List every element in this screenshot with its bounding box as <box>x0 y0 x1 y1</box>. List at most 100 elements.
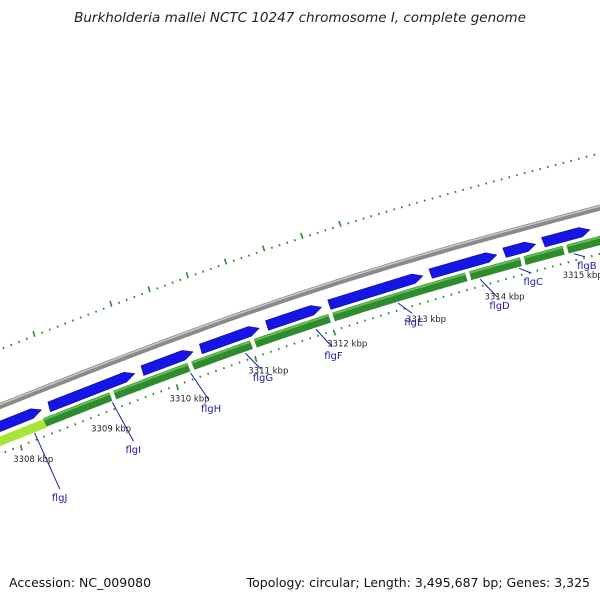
inner-tick <box>458 291 461 294</box>
reverse-gene-block <box>191 340 254 370</box>
forward-strand-track <box>0 227 591 432</box>
inner-tick <box>590 254 593 258</box>
inner-tick <box>27 441 30 444</box>
outer-tick <box>185 272 189 279</box>
outer-tick <box>10 343 13 347</box>
outer-tick <box>492 180 495 183</box>
outer-tick <box>286 241 289 244</box>
outer-tick <box>316 231 319 235</box>
forward-gene-arrow <box>199 326 260 355</box>
gene-leader-line <box>397 302 413 314</box>
outer-tick <box>261 245 266 252</box>
outer-tick <box>209 267 212 271</box>
outer-tick <box>141 292 144 296</box>
forward-gene-arrow <box>0 408 43 432</box>
outer-tick <box>147 286 151 293</box>
inner-tick <box>175 384 179 391</box>
gene-label-flgD: flgD <box>489 301 510 312</box>
outer-tick <box>309 234 312 237</box>
outer-tick <box>469 186 472 189</box>
gene-label-flgJ: flgJ <box>52 493 68 504</box>
outer-tick <box>354 219 357 223</box>
scale-tick-label: 3310 kbp <box>170 395 210 405</box>
outer-tick <box>577 157 580 161</box>
inner-tick <box>582 256 586 260</box>
inner-tick <box>58 429 61 432</box>
forward-gene-arrow <box>428 252 498 279</box>
inner-tick <box>575 258 578 262</box>
outer-tick <box>477 184 480 187</box>
inner-tick <box>504 277 508 281</box>
outer-tick <box>370 215 373 218</box>
inner-tick <box>567 260 570 264</box>
scale-labels: 3308 kbp 3309 kbp 3310 kbp 3311 kbp 3312 kbp… <box>13 271 600 465</box>
outer-tick <box>179 278 182 282</box>
outer-tick <box>163 284 167 287</box>
inner-tick <box>50 432 53 435</box>
outer-tick <box>247 254 251 257</box>
inner-tick <box>497 280 500 283</box>
gene-labels: flgJ flgI flgH flgG flgF flgE flgD flgC flgB <box>34 253 597 504</box>
inner-tick <box>82 420 85 423</box>
outer-tick <box>408 203 411 207</box>
outer-tick <box>278 244 281 247</box>
reverse-gene-block <box>113 362 191 400</box>
outer-tick <box>338 220 342 227</box>
outer-tick <box>454 190 457 194</box>
outer-tick <box>202 270 205 273</box>
outer-tick <box>393 208 396 211</box>
outer-tick <box>18 340 21 344</box>
inner-tick <box>371 316 375 320</box>
outer-tick <box>118 301 121 304</box>
outer-tick <box>95 310 98 313</box>
outer-tick <box>125 298 128 302</box>
inner-tick <box>152 393 155 396</box>
inner-tick <box>481 284 484 287</box>
inner-tick <box>74 423 77 426</box>
map-title: Burkholderia mallei NCTC 10247 chromosom… <box>74 10 526 26</box>
inner-tick <box>222 366 225 370</box>
gene-leader-line <box>111 402 134 442</box>
inner-tick <box>395 309 398 313</box>
forward-gene-arrow <box>47 371 136 413</box>
inner-tick <box>254 355 258 363</box>
outer-tick <box>56 325 59 328</box>
inner-tick <box>473 286 476 290</box>
gene-label-flgC: flgC <box>523 277 543 288</box>
inner-tick <box>160 390 163 393</box>
gene-leader-line <box>244 352 262 370</box>
reverse-gene-block <box>253 314 331 348</box>
reverse-gene-block <box>42 392 113 427</box>
scale-tick-label: 3309 kbp <box>91 425 131 435</box>
inner-tick <box>113 407 116 411</box>
outer-tick <box>109 300 113 307</box>
gene-label-flgB: flgB <box>577 261 597 272</box>
inner-tick <box>379 314 382 317</box>
outer-tick <box>133 295 136 299</box>
inner-tick <box>214 369 218 373</box>
forward-gene-arrow <box>140 350 194 376</box>
gene-label-flgH: flgH <box>201 404 221 415</box>
reverse-gene-shine <box>468 257 521 274</box>
forward-gene-arrow <box>265 305 323 331</box>
backbone-line <box>0 204 600 410</box>
outer-tick <box>2 346 5 350</box>
scale-tick-label: 3315 kbp <box>563 271 600 281</box>
forward-gene-arrow <box>541 227 591 248</box>
outer-tick <box>462 188 465 192</box>
scale-tick-label: 3314 kbp <box>485 292 525 302</box>
inner-tick <box>191 378 194 381</box>
reverse-gene-shine <box>191 340 251 364</box>
inner-tick <box>136 398 139 402</box>
reverse-gene-block <box>523 245 565 266</box>
inner-tick <box>442 295 445 299</box>
reverse-gene-block <box>566 235 600 254</box>
outer-tick <box>531 169 534 173</box>
outer-tick <box>569 159 573 163</box>
outer-tick <box>446 192 449 196</box>
reverse-gene-shine <box>332 273 466 316</box>
outer-tick <box>32 330 36 337</box>
outer-tick <box>539 167 542 171</box>
